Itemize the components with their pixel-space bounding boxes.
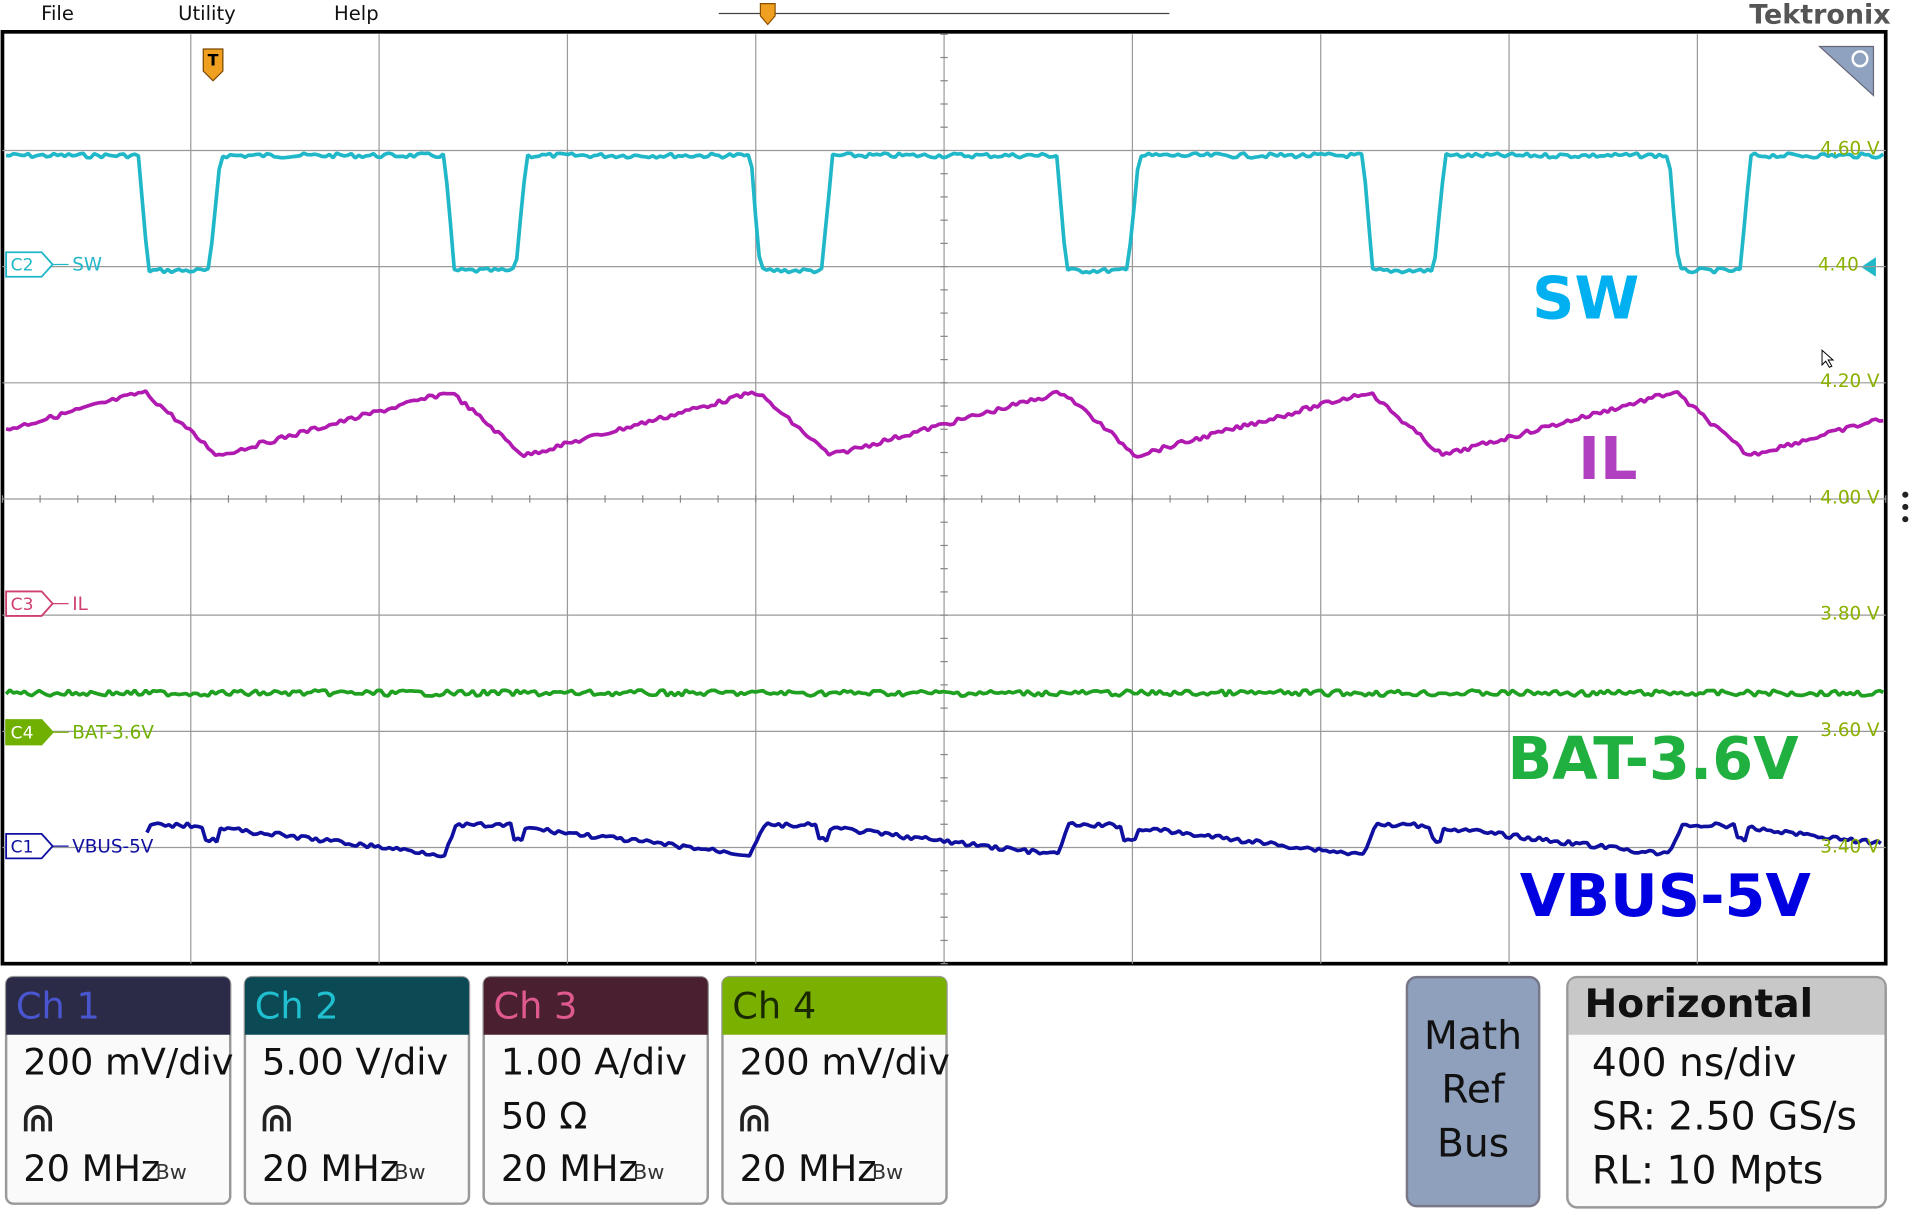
bat-trace [4, 688, 1885, 698]
channel-name: Ch 3 [493, 984, 577, 1027]
menu-dot[interactable] [1902, 503, 1909, 510]
channel-termination: 50 Ω [501, 1094, 587, 1137]
labels: File Utility Help Tektronix T 4.60 V 4.40 4.20 … [4, 0, 1891, 1209]
trigger-label: T [208, 51, 219, 70]
channel-marker-id: C3 [11, 595, 34, 615]
record-trigger-marker[interactable] [759, 3, 776, 26]
probe-icon [740, 1105, 769, 1132]
channel-name: Ch 4 [732, 984, 816, 1027]
grid [1, 33, 1887, 965]
channel-marker-label: SW [72, 255, 102, 276]
channel-marker-id: C2 [11, 256, 34, 276]
probe-icon [262, 1105, 291, 1132]
channel-name: Ch 1 [16, 984, 100, 1027]
channel-scale: 200 mV/div [740, 1041, 950, 1084]
scale-label: 4.40 [1818, 255, 1859, 276]
channel-marker[interactable] [5, 719, 54, 746]
scale-label: 3.40 V [1820, 836, 1880, 857]
horizontal-setting: SR: 2.50 GS/s [1592, 1095, 1857, 1140]
math-ref-bus-label: Ref [1441, 1068, 1506, 1113]
horizontal-header [1568, 978, 1885, 1035]
brand-logo: Tektronix [1749, 0, 1890, 30]
channel-bandwidth: 20 MHz [23, 1147, 160, 1190]
menu-item[interactable]: Help [334, 2, 379, 25]
channel-scale: 200 mV/div [23, 1041, 233, 1084]
trace-annotation: BAT-3.6V [1507, 724, 1799, 793]
trigger-position[interactable] [202, 48, 224, 82]
trace-annotation: SW [1532, 264, 1639, 333]
menu-item[interactable]: Utility [178, 2, 236, 25]
scale-label: 4.60 V [1820, 138, 1880, 159]
math-ref-bus-label: Bus [1437, 1122, 1509, 1167]
zoom-icon [1851, 50, 1869, 68]
horizontal-setting: RL: 10 Mpts [1592, 1149, 1823, 1194]
scale-label: 4.00 V [1820, 487, 1880, 508]
trace-annotation: VBUS-5V [1520, 861, 1812, 930]
scale-label: 3.80 V [1820, 604, 1880, 625]
il-trace [5, 389, 1884, 459]
channel-marker-id: C1 [11, 837, 34, 857]
menu-dot[interactable] [1902, 516, 1909, 523]
channel-panel-header [483, 977, 708, 1035]
channel-marker[interactable] [5, 832, 54, 860]
math-ref-bus-button[interactable] [1405, 975, 1541, 1208]
horizontal-title: Horizontal [1584, 982, 1813, 1027]
zoom-corner[interactable] [1818, 45, 1875, 97]
channel-bandwidth: 20 MHz [501, 1147, 638, 1190]
channel-marker-label: VBUS-5V [72, 836, 154, 857]
bandwidth-icon: Bw [156, 1160, 187, 1184]
channel-marker[interactable] [5, 590, 54, 617]
menu-dot[interactable] [1902, 491, 1909, 498]
trace-annotation: IL [1578, 424, 1637, 493]
math-ref-bus-label: Math [1424, 1014, 1522, 1059]
vbus-trace [145, 821, 1882, 859]
channel-scale: 5.00 V/div [262, 1041, 448, 1084]
channel-panel-header [244, 977, 469, 1035]
probe-icon [23, 1105, 53, 1132]
channel-marker-label: BAT-3.6V [72, 722, 154, 743]
horizontal-setting: 400 ns/div [1592, 1041, 1797, 1086]
scale-label: 3.60 V [1820, 720, 1880, 741]
channel-bandwidth: 20 MHz [740, 1147, 877, 1190]
channel-marker-id: C4 [11, 723, 34, 743]
channel-bandwidth: 20 MHz [262, 1147, 399, 1190]
channel-marker-label: IL [72, 594, 88, 615]
mouse-cursor [1821, 349, 1835, 368]
channel-panel-header [6, 977, 231, 1035]
channel-name: Ch 2 [255, 984, 339, 1027]
bandwidth-icon: Bw [872, 1160, 903, 1184]
scale-label: 4.20 V [1820, 371, 1880, 392]
menu-item[interactable]: File [41, 2, 74, 25]
bandwidth-icon: Bw [633, 1160, 664, 1184]
sw-trace [6, 151, 1885, 275]
channel-scale: 1.00 A/div [501, 1041, 687, 1084]
channel-marker[interactable] [5, 251, 54, 278]
traces [4, 151, 1885, 859]
channel-panel-header [722, 977, 947, 1035]
bandwidth-icon: Bw [394, 1160, 425, 1184]
